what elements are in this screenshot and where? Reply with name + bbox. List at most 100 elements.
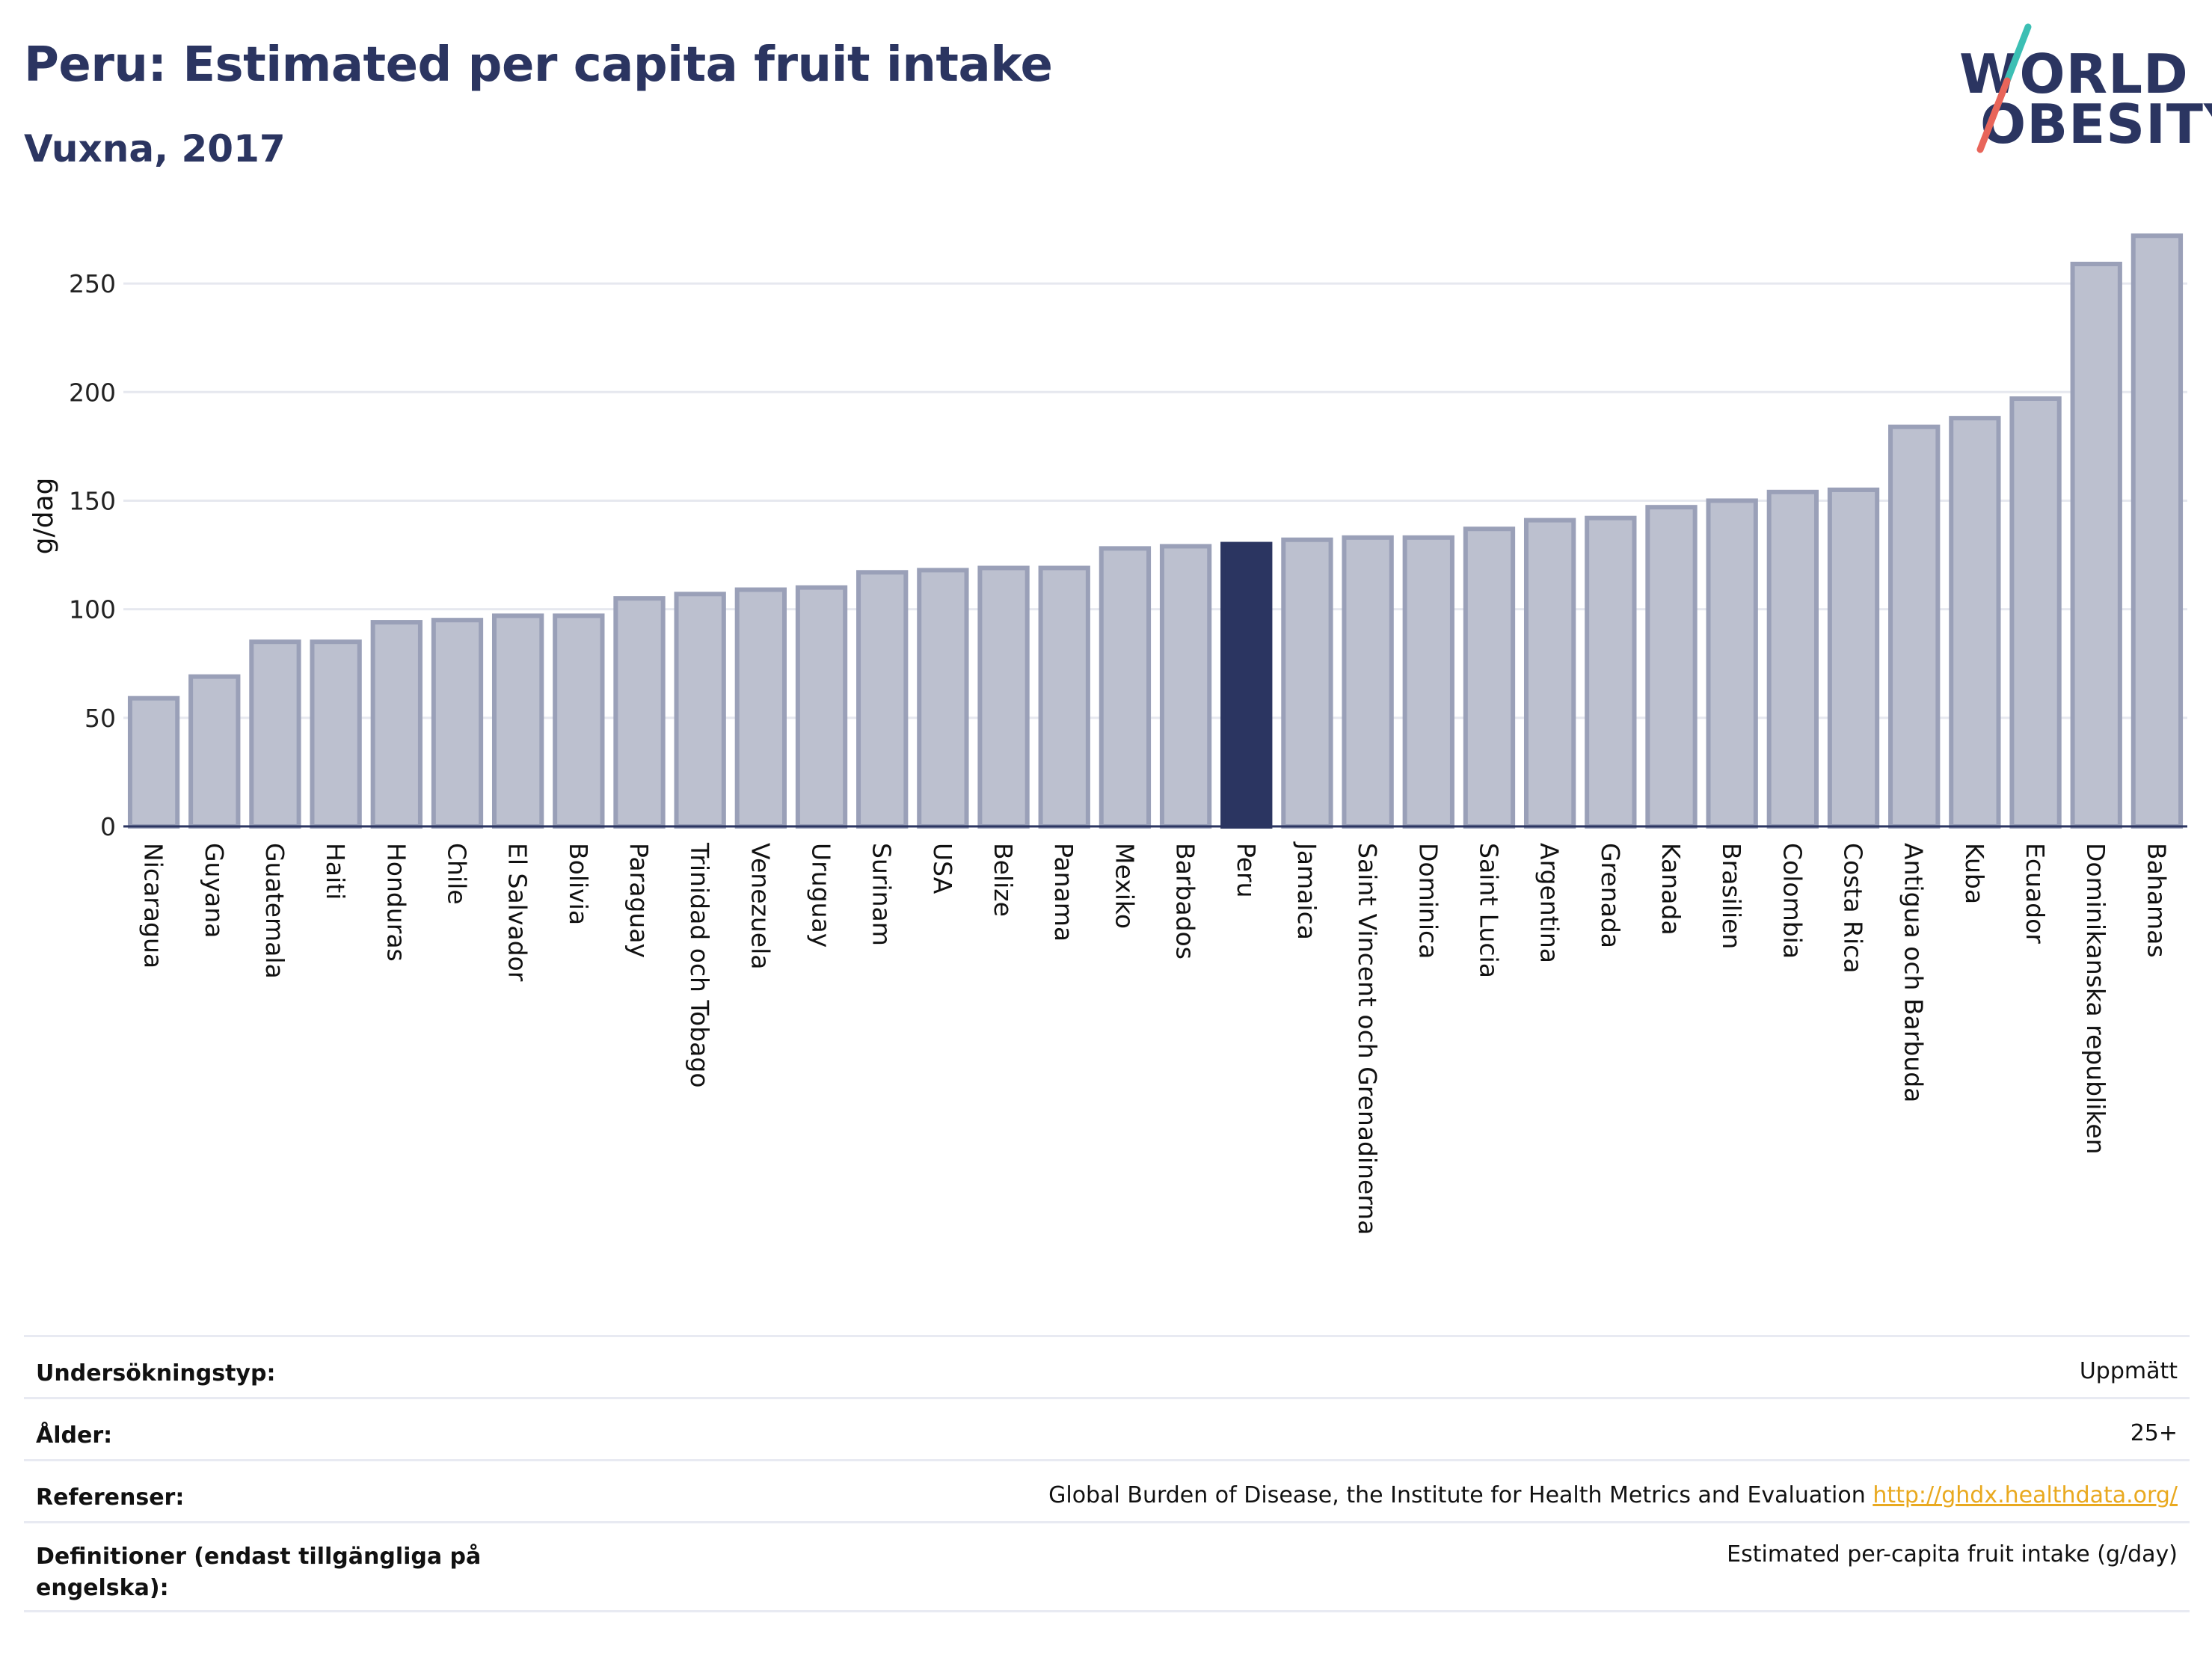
bar-dominica [1402,535,1454,829]
meta-key: Definitioner (endast tillgängliga på eng… [36,1544,482,1601]
bar-uruguay [795,585,848,829]
bar-peru [1220,541,1273,829]
meta-value: Global Burden of Disease, the Institute … [1048,1482,2178,1508]
category-labels: Nicaragua Guyana Guatemala Haiti Honduras Chi… [139,841,2172,1235]
meta-value: 25+ [2130,1420,2178,1446]
bar-costa-rica [1827,487,1880,829]
x-tick-label: Venezuela [746,843,775,969]
x-tick-label: Antigua och Barbuda [1899,843,1929,1102]
bar-usa [917,568,969,829]
x-tick-label: Bolivia [564,843,593,925]
bar-panama [1038,565,1090,829]
meta-row-definitions: Definitioner (endast tillgängliga på eng… [24,1521,2190,1612]
bar-saint-vincent-och-grenadinerna [1342,535,1394,829]
bar-barbados [1159,544,1212,829]
x-tick-label: Guatemala [260,843,289,979]
bar-ecuador [2009,396,2062,829]
bar-chile [431,618,484,829]
x-tick-label: Haiti [321,843,350,900]
x-tick-label: Argentina [1535,843,1564,963]
bar-chart: 0 50 100 150 200 250 Nicaragua Guyana Guatemala… [28,233,2187,1235]
x-tick-label: Costa Rica [1839,843,1868,974]
reference-text: Global Burden of Disease, the Institute … [1048,1482,1866,1508]
bar-bahamas [2130,233,2184,829]
bar-argentina [1523,518,1576,829]
x-tick-label: Kuba [1960,843,1989,904]
bar-grenada [1585,515,1637,829]
x-tick-label: Trinidad och Tobago [685,842,714,1088]
x-tick-label: Surinam [867,843,897,946]
bar-nicaragua [127,696,180,829]
meta-value: Estimated per-capita fruit intake (g/day… [1727,1541,2178,1568]
x-tick-label: Chile [442,843,471,905]
bar-bolivia [553,613,605,829]
x-tick-label: Saint Vincent och Grenadinerna [1353,843,1382,1235]
x-tick-label: El Salvador [503,843,532,982]
chart-title: Peru: Estimated per capita fruit intake [24,37,1053,93]
x-tick-label: Nicaragua [139,843,168,968]
x-tick-label: Panama [1049,843,1078,942]
x-tick-label: Paraguay [624,843,654,958]
meta-value: Uppmätt [2079,1358,2178,1384]
bar-venezuela [734,587,787,829]
bar-dominikanska-republiken [2070,261,2122,829]
x-tick-label: Brasilien [1717,843,1746,949]
meta-row-age: Ålder: 25+ [24,1397,2190,1459]
x-tick-label: Ecuador [2021,843,2050,944]
bar-kanada [1645,505,1698,829]
reference-link[interactable]: http://ghdx.healthdata.org/ [1872,1482,2178,1508]
bar-jamaica [1281,537,1333,829]
meta-row-survey-type: Undersökningstyp: Uppmätt [24,1335,2190,1397]
x-tick-label: Dominikanska republiken [2081,843,2110,1155]
bars [127,233,2184,829]
bar-paraguay [613,596,666,829]
logo-slash-icon [1976,23,2032,153]
y-tick-label: 250 [69,269,116,298]
x-tick-label: Belize [989,843,1018,917]
x-tick-label: Jamaica [1292,841,1321,940]
x-tick-label: Kanada [1656,843,1686,936]
bar-belize [977,565,1030,829]
x-tick-label: Colombia [1778,843,1807,959]
meta-key: Undersökningstyp: [36,1360,276,1387]
bar-surinam [856,570,909,829]
bar-colombia [1766,489,1819,829]
meta-row-references: Referenser: Global Burden of Disease, th… [24,1459,2190,1521]
x-tick-label: USA [928,843,957,894]
bar-kuba [1949,416,2001,829]
x-tick-label: Saint Lucia [1474,843,1503,978]
x-tick-label: Dominica [1413,843,1443,959]
y-tick-label: 200 [69,378,116,407]
y-tick-label: 150 [69,486,116,515]
bar-el-salvador [491,613,544,829]
y-axis-label: g/dag [28,478,59,555]
x-tick-label: Peru [1232,843,1261,898]
meta-key: Ålder: [36,1422,113,1449]
x-tick-label: Honduras [381,843,411,962]
logo-line-1: WORLD [1959,43,2189,105]
bar-antigua-och-barbuda [1888,424,1941,829]
axes: 0 50 100 150 200 250 [69,269,2187,841]
bar-saint-lucia [1463,526,1516,829]
bar-mexiko [1099,546,1152,829]
x-tick-label: Uruguay [807,843,836,948]
x-tick-label: Barbados [1171,843,1200,959]
bar-guatemala [249,639,301,829]
x-tick-label: Bahamas [2142,843,2171,958]
x-tick-label: Grenada [1596,843,1625,948]
metadata-table: Undersökningstyp: Uppmätt Ålder: 25+ Ref… [24,1335,2190,1612]
y-tick-label: 0 [100,812,116,841]
bar-guyana [188,674,241,829]
y-tick-label: 100 [69,595,116,624]
world-obesity-logo: WORLD OBESITY [1944,21,2212,163]
bar-haiti [310,639,362,829]
logo-line-2: OBESITY [1980,93,2212,156]
y-tick-label: 50 [85,704,116,733]
bar-honduras [370,620,423,829]
meta-key: Referenser: [36,1484,185,1511]
chart-subtitle: Vuxna, 2017 [24,127,286,171]
x-tick-label: Mexiko [1110,843,1139,929]
bar-brasilien [1706,498,1758,829]
x-tick-label: Guyana [200,843,229,938]
bar-trinidad-och-tobago [674,592,726,829]
